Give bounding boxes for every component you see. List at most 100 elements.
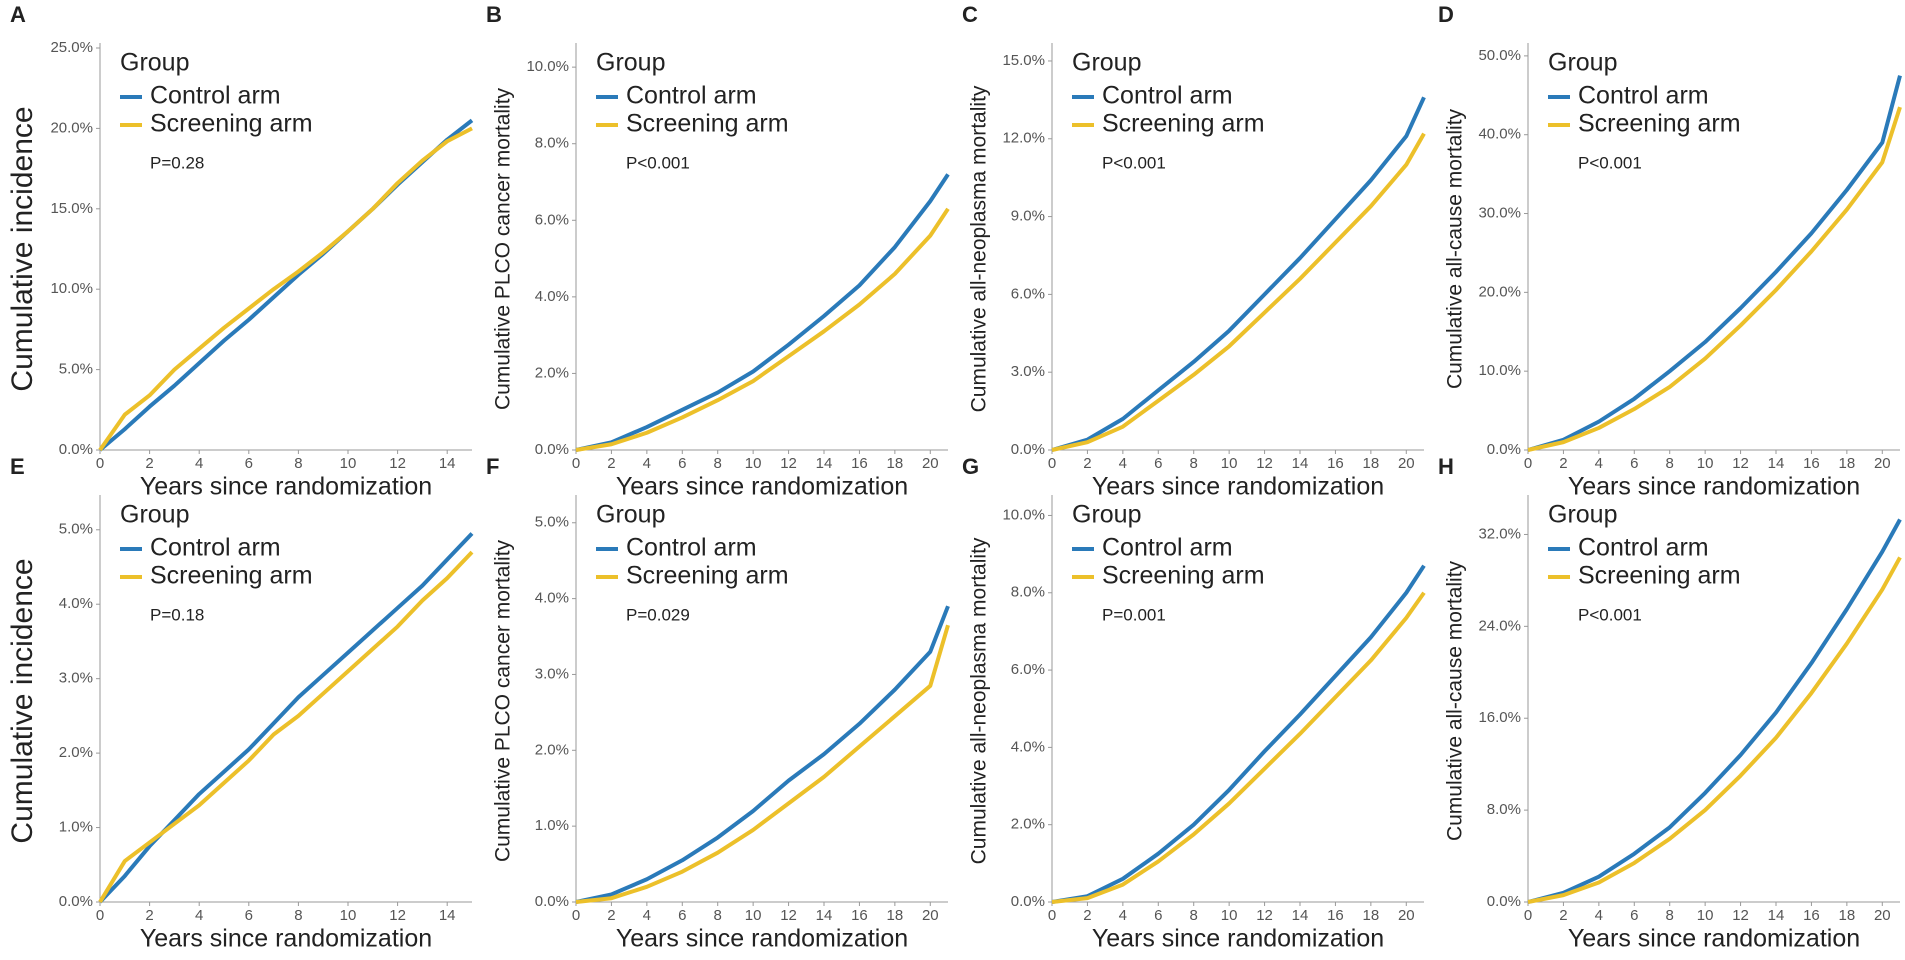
x-tick-label: 12 (780, 907, 797, 924)
y-axis-label: Cumulative all-cause mortality (1444, 560, 1467, 841)
x-tick-label: 16 (1327, 907, 1344, 924)
x-tick-label: 6 (1630, 455, 1638, 472)
x-tick-label: 8 (1190, 907, 1198, 924)
x-tick-label: 2 (607, 455, 615, 472)
x-tick-label: 0 (1524, 455, 1532, 472)
y-tick-label: 4.0% (59, 595, 93, 612)
legend-label: Control arm (150, 534, 281, 562)
series-line (1527, 556, 1902, 904)
x-tick-label: 20 (922, 455, 939, 472)
legend-label: Control arm (1102, 534, 1233, 562)
legend-label: Screening arm (1578, 562, 1741, 590)
x-tick-label: 18 (1839, 455, 1856, 472)
series-line (575, 173, 950, 452)
series-line (575, 605, 950, 904)
x-tick-label: 4 (643, 455, 651, 472)
x-tick-label: 18 (887, 907, 904, 924)
series-line (98, 126, 473, 452)
x-tick-label: 4 (1119, 907, 1127, 924)
legend-label: Screening arm (626, 562, 789, 590)
x-tick-label: 14 (439, 455, 456, 472)
x-tick-label: 6 (678, 455, 686, 472)
panel-label: A (10, 2, 26, 27)
x-tick-label: 18 (1363, 455, 1380, 472)
annotation: P<0.001 (1578, 153, 1642, 172)
series-line (575, 207, 950, 452)
y-axis-label: Cumulative incidence (6, 106, 39, 391)
series-line (1051, 564, 1426, 904)
legend-label: Screening arm (150, 562, 313, 590)
x-tick-label: 14 (816, 907, 833, 924)
x-tick-label: 6 (1154, 455, 1162, 472)
y-axis-label: Cumulative all-cause mortality (1444, 108, 1467, 389)
x-tick-label: 2 (607, 907, 615, 924)
y-tick-label: 0.0% (59, 441, 93, 458)
x-tick-label: 4 (643, 907, 651, 924)
x-tick-label: 12 (1732, 455, 1749, 472)
y-tick-label: 12.0% (1002, 130, 1045, 147)
legend-label: Screening arm (1102, 110, 1265, 138)
legend-label: Control arm (150, 82, 281, 110)
x-tick-label: 4 (1119, 455, 1127, 472)
y-tick-label: 0.0% (535, 441, 569, 458)
x-tick-label: 10 (1221, 455, 1238, 472)
x-tick-label: 12 (780, 455, 797, 472)
x-axis-label: Years since randomization (140, 925, 432, 953)
legend-label: Control arm (1102, 82, 1233, 110)
y-tick-label: 10.0% (1002, 506, 1045, 523)
x-tick-label: 10 (1221, 907, 1238, 924)
x-tick-label: 14 (1768, 907, 1785, 924)
panel-label: E (10, 454, 25, 479)
series-line (1527, 75, 1902, 452)
legend-title: Group (120, 501, 189, 529)
panel-label: B (486, 2, 502, 27)
y-tick-label: 0.0% (1487, 893, 1521, 910)
x-tick-label: 0 (1524, 907, 1532, 924)
x-axis-label: Years since randomization (1092, 473, 1384, 501)
x-tick-label: 6 (1154, 907, 1162, 924)
x-tick-label: 14 (1768, 455, 1785, 472)
x-axis-label: Years since randomization (616, 925, 908, 953)
x-axis-label: Years since randomization (1092, 925, 1384, 953)
legend-title: Group (120, 49, 189, 77)
x-tick-label: 2 (145, 907, 153, 924)
legend-title: Group (1072, 501, 1141, 529)
legend-title: Group (596, 501, 665, 529)
y-tick-label: 3.0% (59, 670, 93, 687)
y-tick-label: 16.0% (1478, 709, 1521, 726)
y-tick-label: 15.0% (50, 200, 93, 217)
x-tick-label: 8 (1666, 455, 1674, 472)
y-tick-label: 32.0% (1478, 525, 1521, 542)
series-line (98, 550, 474, 904)
legend-label: Control arm (626, 82, 757, 110)
x-tick-label: 18 (1839, 907, 1856, 924)
y-tick-label: 20.0% (1478, 283, 1521, 300)
y-tick-label: 8.0% (1011, 584, 1045, 601)
x-tick-label: 20 (1398, 907, 1415, 924)
y-tick-label: 2.0% (535, 741, 569, 758)
y-tick-label: 5.0% (535, 514, 569, 531)
y-tick-label: 9.0% (1011, 208, 1045, 225)
x-tick-label: 10 (1697, 455, 1714, 472)
y-tick-label: 8.0% (535, 135, 569, 152)
x-tick-label: 14 (816, 455, 833, 472)
x-tick-label: 2 (1559, 455, 1567, 472)
y-tick-label: 4.0% (535, 288, 569, 305)
panel-label: H (1438, 454, 1454, 479)
y-tick-label: 15.0% (1002, 52, 1045, 69)
x-tick-label: 0 (96, 455, 104, 472)
x-tick-label: 12 (1256, 455, 1273, 472)
y-tick-label: 4.0% (1011, 738, 1045, 755)
y-tick-label: 10.0% (526, 58, 569, 75)
legend-title: Group (1548, 501, 1617, 529)
x-tick-label: 0 (1048, 455, 1056, 472)
y-axis-label: Cumulative PLCO cancer mortality (492, 87, 515, 410)
y-tick-label: 0.0% (535, 893, 569, 910)
x-tick-label: 8 (1666, 907, 1674, 924)
y-tick-label: 3.0% (1011, 363, 1045, 380)
x-tick-label: 12 (1256, 907, 1273, 924)
y-tick-label: 10.0% (1478, 362, 1521, 379)
y-tick-label: 2.0% (59, 744, 93, 761)
y-tick-label: 1.0% (59, 819, 93, 836)
x-axis-label: Years since randomization (616, 473, 908, 501)
